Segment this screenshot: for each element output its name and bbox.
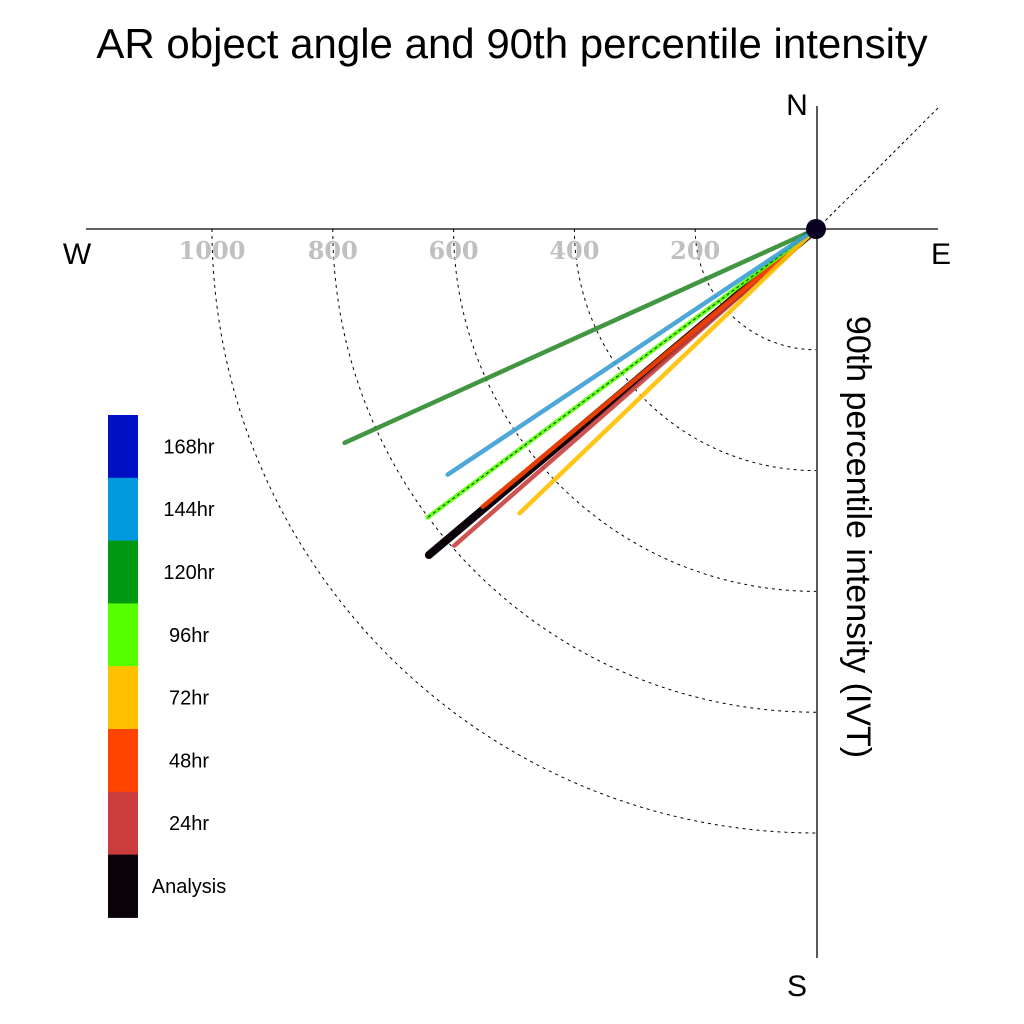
tick-label-200: 200	[670, 236, 720, 265]
legend-label-168hr: 168hr	[163, 436, 214, 458]
legend-label-120hr: 120hr	[163, 562, 214, 584]
legend-swatch-120hr	[108, 540, 138, 604]
legend-label-24hr: 24hr	[169, 813, 209, 835]
legend-swatch-72hr	[108, 666, 138, 730]
legend-swatch-48hr	[108, 729, 138, 793]
legend-label-analysis: Analysis	[152, 876, 226, 898]
series-line-96hr-center	[427, 228, 817, 518]
grid-arc-600	[453, 228, 817, 592]
legend-label-72hr: 72hr	[169, 688, 209, 710]
series-line-144hr	[445, 226, 819, 477]
series-line-48hr	[480, 226, 819, 509]
legend-label-96hr: 96hr	[169, 625, 209, 647]
y-axis-label: 90th percentile intensity (IVT)	[839, 316, 877, 758]
origin-marker	[806, 219, 826, 239]
legend-label-48hr: 48hr	[169, 750, 209, 772]
series-vectors	[342, 225, 820, 560]
grid-arc-1000	[211, 228, 817, 834]
legend-swatch-96hr	[108, 603, 138, 667]
compass-west-label: W	[63, 238, 92, 271]
chart-title: AR object angle and 90th percentile inte…	[96, 20, 927, 67]
diagonal-guide	[816, 105, 941, 230]
series-line-72hr	[517, 226, 819, 516]
radial-grid	[211, 228, 817, 834]
legend-swatch-144hr	[108, 477, 138, 542]
grid-arc-800	[332, 228, 817, 713]
tick-label-600: 600	[429, 236, 479, 265]
tick-label-800: 800	[308, 236, 358, 265]
tick-label-1000: 1000	[179, 236, 246, 265]
tick-label-400: 400	[549, 236, 599, 265]
legend: 168hr 144hr 120hr 96hr 72hr 48hr 24hr Analysis	[108, 415, 226, 918]
legend-label-144hr: 144hr	[163, 499, 214, 521]
compass-east-label: E	[931, 238, 951, 271]
legend-swatch-24hr	[108, 791, 138, 856]
legend-swatch-168hr	[108, 415, 138, 479]
radial-tick-labels: 200 400 600 800 1000	[179, 236, 721, 265]
compass-north-label: N	[786, 89, 808, 122]
legend-swatch-analysis	[108, 854, 138, 918]
compass-south-label: S	[787, 970, 807, 1003]
series-line-120hr	[342, 226, 819, 446]
grid-arc-400	[573, 228, 817, 472]
